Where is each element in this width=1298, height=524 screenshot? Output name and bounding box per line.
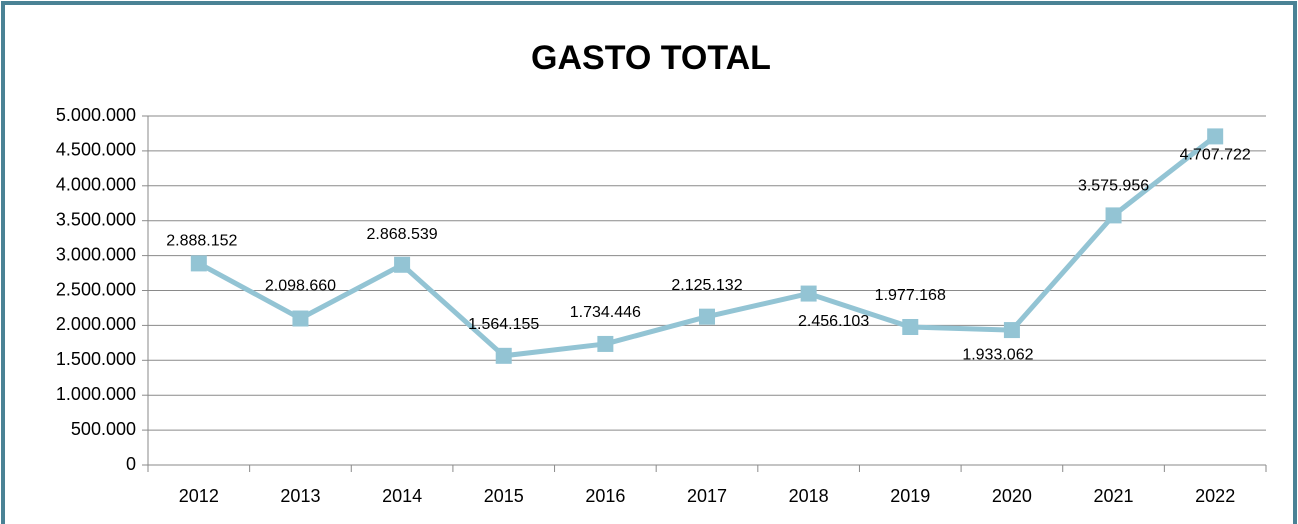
x-tick-label: 2021 [1094, 486, 1134, 506]
data-label: 4.707.722 [1180, 147, 1251, 164]
y-tick-label: 2.500.000 [56, 279, 136, 299]
y-tick-label: 0 [126, 454, 136, 474]
y-tick-label: 3.500.000 [56, 209, 136, 229]
x-tick-label: 2013 [280, 486, 320, 506]
data-point [902, 318, 919, 335]
data-point [1003, 322, 1020, 339]
y-tick-label: 1.000.000 [56, 384, 136, 404]
data-label: 2.888.152 [166, 233, 237, 250]
data-point [1207, 128, 1224, 145]
data-label: 2.868.539 [366, 226, 437, 243]
data-label: 1.933.062 [962, 346, 1033, 363]
y-tick-label: 500.000 [71, 419, 136, 439]
data-point [292, 310, 309, 327]
data-label: 1.977.168 [875, 287, 946, 304]
y-tick-label: 4.500.000 [56, 140, 136, 160]
data-point [800, 285, 817, 302]
data-point [495, 347, 512, 364]
data-label: 2.098.660 [265, 278, 336, 295]
data-point [190, 255, 207, 272]
y-tick-label: 3.000.000 [56, 244, 136, 264]
x-tick-label: 2016 [585, 486, 625, 506]
x-tick-label: 2017 [687, 486, 727, 506]
data-label: 2.125.132 [671, 277, 742, 294]
data-label: 3.575.956 [1078, 178, 1149, 195]
data-point [699, 308, 715, 325]
chart-title: GASTO TOTAL [531, 39, 771, 77]
y-tick-label: 2.000.000 [56, 314, 136, 334]
x-tick-label: 2014 [382, 486, 422, 506]
data-point [394, 256, 411, 273]
x-tick-label: 2020 [992, 486, 1032, 506]
x-tick-label: 2018 [789, 486, 829, 506]
x-tick-label: 2015 [484, 486, 524, 506]
x-tick-label: 2012 [179, 486, 219, 506]
x-tick-label: 2022 [1195, 486, 1235, 506]
y-tick-label: 1.500.000 [56, 349, 136, 369]
data-label: 1.564.155 [468, 316, 539, 333]
y-tick-label: 5.000.000 [56, 105, 136, 125]
data-point [597, 335, 614, 352]
y-tick-label: 4.000.000 [56, 175, 136, 195]
data-point [1105, 207, 1122, 224]
data-label: 2.456.103 [798, 313, 869, 330]
x-tick-label: 2019 [890, 486, 930, 506]
data-label: 1.734.446 [570, 304, 641, 321]
